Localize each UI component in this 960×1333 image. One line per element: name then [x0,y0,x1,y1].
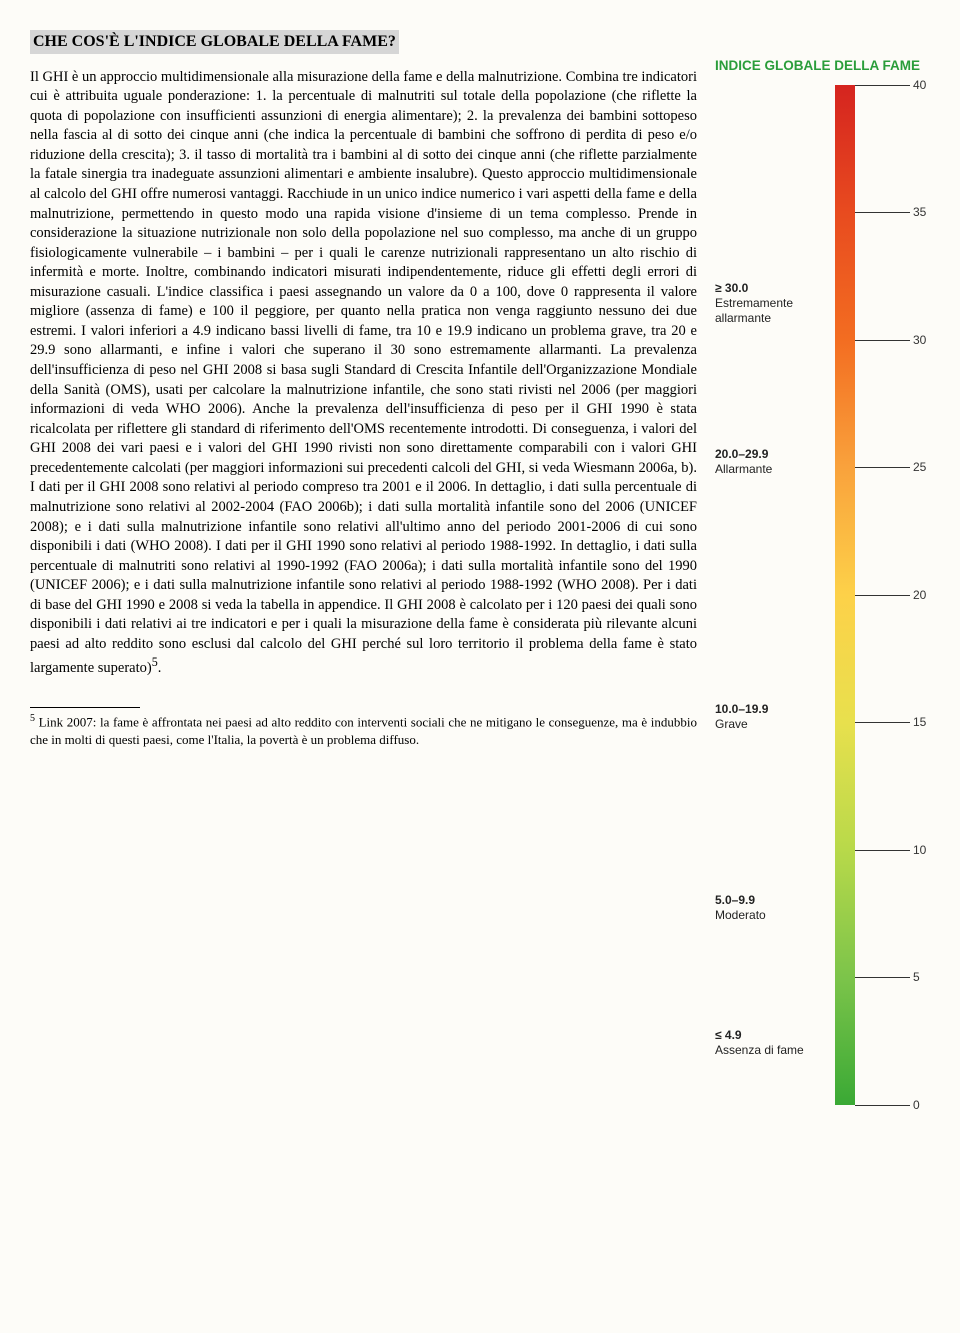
band-description: Allarmante [715,462,772,476]
band-description: Assenza di fame [715,1043,804,1057]
tick-label: 0 [913,1097,920,1113]
tick-label: 5 [913,969,920,985]
tick-label: 35 [913,204,926,220]
band-label: 20.0–29.9Allarmante [715,447,827,477]
tick-line [855,340,910,341]
band-label: 5.0–9.9Moderato [715,893,827,923]
page: CHE COS'È L'INDICE GLOBALE DELLA FAME? I… [30,30,930,1105]
tick-label: 15 [913,714,926,730]
tick-label: 10 [913,842,926,858]
footnote-rule [30,707,140,708]
band-range: 20.0–29.9 [715,447,827,462]
body-content: Il GHI è un approccio multidimensionale … [30,69,697,677]
footnote: 5 Link 2007: la fame è affrontata nei pa… [30,712,697,748]
band-range: 5.0–9.9 [715,893,827,908]
tick-line [855,1105,910,1106]
body-text: Il GHI è un approccio multidimensionale … [30,68,697,679]
band-label: ≥ 30.0Estremamente allarmante [715,281,827,326]
band-range: 10.0–19.9 [715,702,827,717]
document-title: CHE COS'È L'INDICE GLOBALE DELLA FAME? [30,30,399,54]
tick-label: 20 [913,587,926,603]
tick-line [855,595,910,596]
tick-line [855,212,910,213]
band-description: Moderato [715,908,766,922]
band-label: ≤ 4.9Assenza di fame [715,1028,827,1058]
text-column: CHE COS'È L'INDICE GLOBALE DELLA FAME? I… [30,30,697,1105]
tick-label: 30 [913,332,926,348]
band-range: ≥ 30.0 [715,281,827,296]
footnote-text: Link 2007: la fame è affrontata nei paes… [30,714,697,747]
band-description: Estremamente allarmante [715,296,793,325]
band-description: Grave [715,717,748,731]
tick-label: 25 [913,459,926,475]
tick-label: 40 [913,77,926,93]
tick-line [855,850,910,851]
scale-gradient-bar [835,85,855,1105]
scale-area: 4035302520151050≥ 30.0Estremamente allar… [715,85,930,1105]
footnote-ref: 5 [152,655,158,669]
legend-title: INDICE GLOBALE DELLA FAME [715,58,930,75]
tick-line [855,85,910,86]
band-label: 10.0–19.9Grave [715,702,827,732]
tick-line [855,977,910,978]
tick-line [855,722,910,723]
tick-line [855,467,910,468]
band-range: ≤ 4.9 [715,1028,827,1043]
legend-sidebar: INDICE GLOBALE DELLA FAME 40 35 30 25 20 15 10… [715,30,930,1105]
